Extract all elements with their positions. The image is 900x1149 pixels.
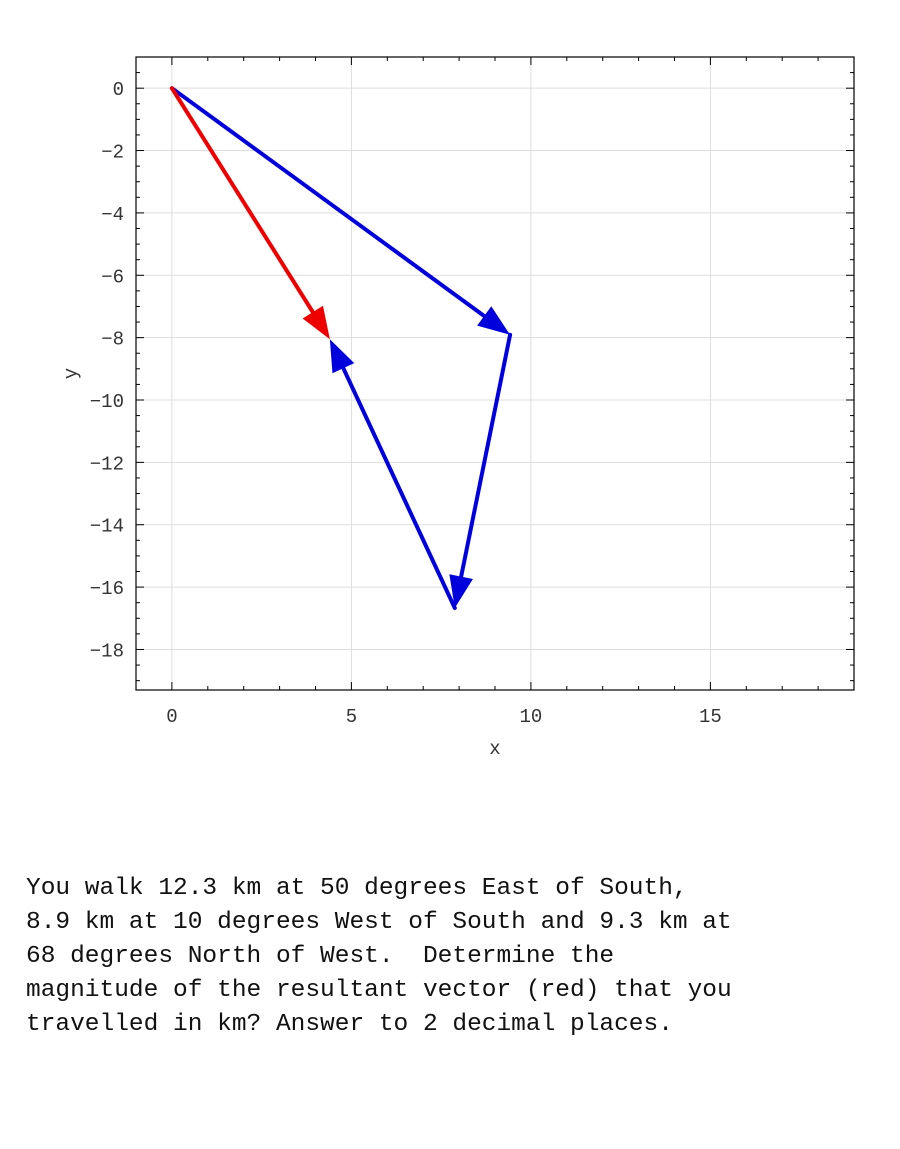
vector-shaft [169, 86, 317, 318]
vector-arrowhead [477, 306, 511, 335]
y-tick-label: −4 [101, 204, 124, 226]
x-axis-label: x [489, 738, 500, 760]
y-axis-label: y [61, 368, 83, 379]
x-tick-label: 15 [699, 706, 722, 728]
y-tick-label: −18 [90, 640, 124, 662]
y-tick-label: 0 [113, 79, 124, 101]
vector-shaft [339, 362, 457, 610]
vector-2 [449, 332, 513, 608]
x-tick-label: 0 [166, 706, 177, 728]
minor-ticks [135, 56, 855, 690]
vector-arrowhead [329, 339, 355, 374]
y-tick-label: −14 [90, 516, 124, 538]
vector-shaft [169, 86, 490, 321]
vector-chart: 0 5 10 15 0 −2 −4 −6 −8 −10 −12 −14 −16 −18 x y [61, 56, 855, 760]
vector-1 [169, 86, 511, 335]
x-tick-label: 10 [519, 706, 542, 728]
y-tick-label: −12 [90, 453, 124, 475]
vectors [169, 86, 513, 610]
y-tick-label: −6 [101, 266, 124, 288]
vector-shaft [458, 332, 513, 583]
y-tick-label: −2 [101, 142, 124, 164]
vector-4 [169, 86, 330, 340]
y-tick-label: −16 [90, 578, 124, 600]
x-tick-label: 5 [346, 706, 357, 728]
tick-labels: 0 5 10 15 0 −2 −4 −6 −8 −10 −12 −14 −16 −18 [90, 79, 722, 728]
vector-arrowhead [449, 574, 473, 608]
vector-3 [329, 339, 457, 610]
y-tick-label: −10 [90, 391, 124, 413]
vector-arrowhead [302, 305, 330, 340]
plot-frame [135, 56, 855, 691]
y-tick-label: −8 [101, 329, 124, 351]
grid [136, 57, 854, 690]
question-text: You walk 12.3 km at 50 degrees East of S… [26, 875, 732, 1038]
